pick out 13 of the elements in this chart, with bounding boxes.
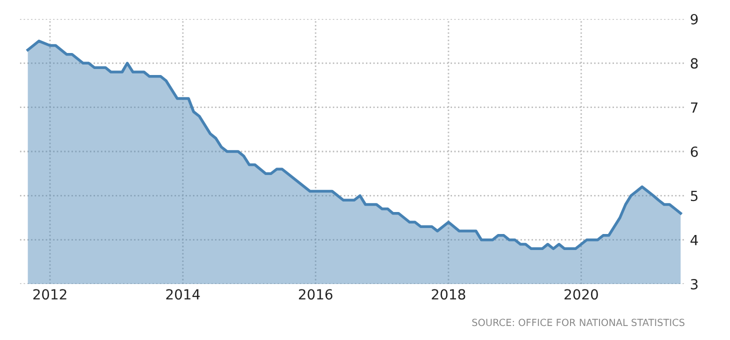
y-tick-label: 7 (691, 102, 698, 113)
y-tick-label: 3 (690, 278, 698, 290)
y-tick-label: 9 (690, 14, 698, 24)
x-tick-label: 2020 (564, 289, 598, 300)
y-tick-label: 4 (690, 234, 698, 246)
source-note: SOURCE: OFFICE FOR NATIONAL STATISTICS (472, 318, 684, 326)
y-tick-label: 5 (690, 190, 698, 202)
y-tick-label: 8 (690, 58, 698, 69)
x-tick-label: 2014 (166, 289, 200, 300)
y-tick-label: 6 (690, 146, 698, 157)
x-tick-label: 2018 (432, 289, 466, 300)
x-tick-label: 2012 (33, 289, 66, 300)
x-tick-label: 2016 (298, 289, 332, 300)
